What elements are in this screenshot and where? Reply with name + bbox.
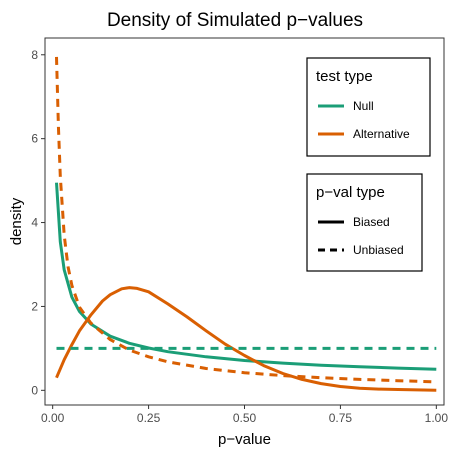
series-line-null-biased: [55, 182, 437, 371]
y-axis-title: density: [8, 197, 25, 245]
x-tick-label: 0.25: [137, 411, 161, 425]
y-tick-label: 2: [31, 299, 38, 313]
legend-layer: test type Null Alternative p−val type Biased…: [306, 57, 431, 272]
x-tick-label: 1.00: [425, 411, 449, 425]
x-tick-label: 0.00: [41, 411, 65, 425]
y-tick-label: 8: [31, 48, 38, 62]
legend-pval-type: p−val type Biased Unbiased: [306, 173, 423, 272]
y-tick-label: 6: [31, 132, 38, 146]
legend-label: Biased: [353, 215, 390, 229]
legend-label: Alternative: [353, 127, 410, 141]
x-axis: 0.00 0.25 0.50 0.75 1.00: [41, 405, 448, 425]
y-tick-label: 0: [31, 383, 38, 397]
x-tick-label: 0.75: [329, 411, 353, 425]
y-tick-label: 4: [31, 216, 38, 230]
x-axis-title: p−value: [218, 431, 271, 448]
legend-title: p−val type: [316, 184, 385, 201]
series-layer: [55, 56, 437, 392]
legend-title: test type: [316, 68, 373, 85]
legend-label: Unbiased: [353, 243, 404, 257]
chart-title: Density of Simulated p−values: [107, 10, 363, 31]
legend-test-type: test type Null Alternative: [306, 57, 431, 157]
series-line-alternative-biased: [55, 286, 437, 392]
legend-label: Null: [353, 99, 374, 113]
y-axis: 0 2 4 6 8: [31, 48, 45, 397]
x-tick-label: 0.50: [233, 411, 257, 425]
